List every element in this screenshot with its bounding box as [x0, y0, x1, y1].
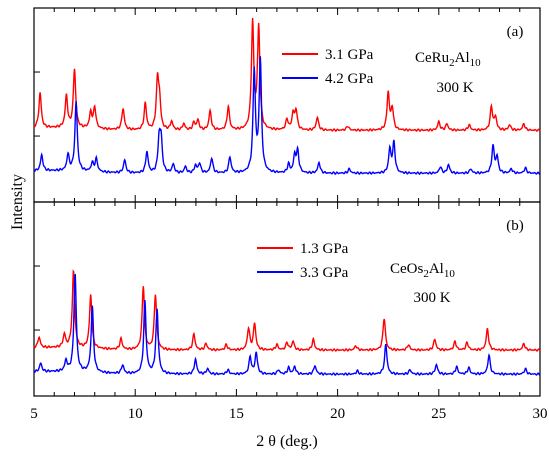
- legend-b-label-2: 3.3 GPa: [300, 265, 349, 281]
- x-tick-label: 20: [330, 406, 345, 422]
- legend-a-label-2: 4.2 GPa: [325, 71, 374, 87]
- panel-a-series-1-line: [33, 17, 541, 132]
- panel-b-temperature: 300 K: [413, 290, 450, 306]
- panel-b-compound: CeOs2Al10: [390, 261, 455, 280]
- panel-b-series-2-line: [33, 273, 541, 376]
- x-tick-label: 10: [128, 406, 143, 422]
- x-tick-labels: 5 10 15 20 25 30: [30, 406, 547, 422]
- x-tick-label: 15: [229, 406, 244, 422]
- x-tick-label: 5: [30, 406, 38, 422]
- panel-b-series-1-line: [33, 269, 541, 352]
- panel-a-series-2-line: [33, 56, 541, 175]
- x-axis-label: 2 θ (deg.): [256, 433, 317, 450]
- panel-a-temperature: 300 K: [436, 80, 473, 96]
- x-tick-label: 25: [431, 406, 446, 422]
- panel-b-traces: [33, 269, 541, 376]
- panel-a-compound: CeRu2Al10: [415, 50, 481, 69]
- legend-b-label-1: 1.3 GPa: [300, 241, 349, 257]
- panel-a-label: (a): [507, 24, 524, 40]
- legend-a-label-1: 3.1 GPa: [325, 47, 374, 63]
- panel-b-frame: [33, 201, 541, 397]
- y-axis-label: Intensity: [9, 174, 26, 230]
- panel-b-label: (b): [506, 218, 524, 234]
- panel-a-traces: [33, 17, 541, 175]
- x-tick-label: 30: [533, 406, 548, 422]
- axis-ticks: [33, 8, 541, 396]
